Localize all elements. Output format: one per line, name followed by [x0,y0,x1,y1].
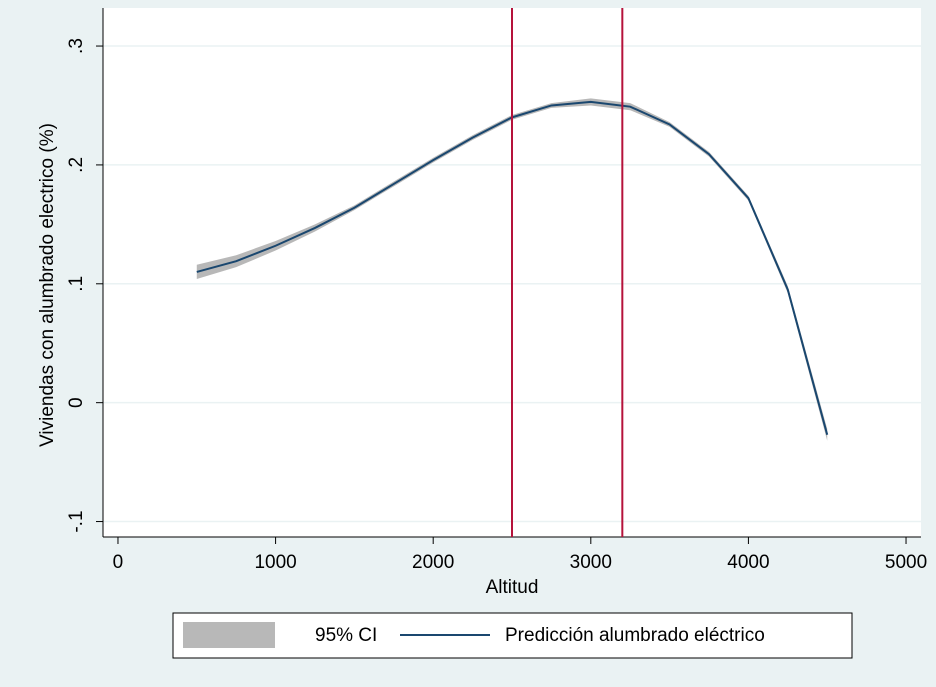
x-tick-label: 1000 [254,552,296,573]
legend-label: 95% CI [315,625,377,646]
y-tick-label: -.1 [66,510,87,532]
x-tick-label: 3000 [570,552,612,573]
x-tick-label: 2000 [412,552,454,573]
x-tick-label: 4000 [727,552,769,573]
x-axis-label: Altitud [486,577,539,598]
y-tick-label: .2 [66,157,87,173]
y-axis-label: Viviendas con alumbrado electrico (%) [37,123,58,447]
y-tick-label: 0 [66,397,87,408]
x-tick-label: 5000 [885,552,927,573]
y-tick-label: .3 [66,38,87,54]
legend [172,612,853,659]
x-tick-label: 0 [113,552,124,573]
legend-swatch [183,622,275,648]
y-tick-label: .1 [66,276,87,292]
legend-label: Predicción alumbrado eléctrico [505,625,765,646]
